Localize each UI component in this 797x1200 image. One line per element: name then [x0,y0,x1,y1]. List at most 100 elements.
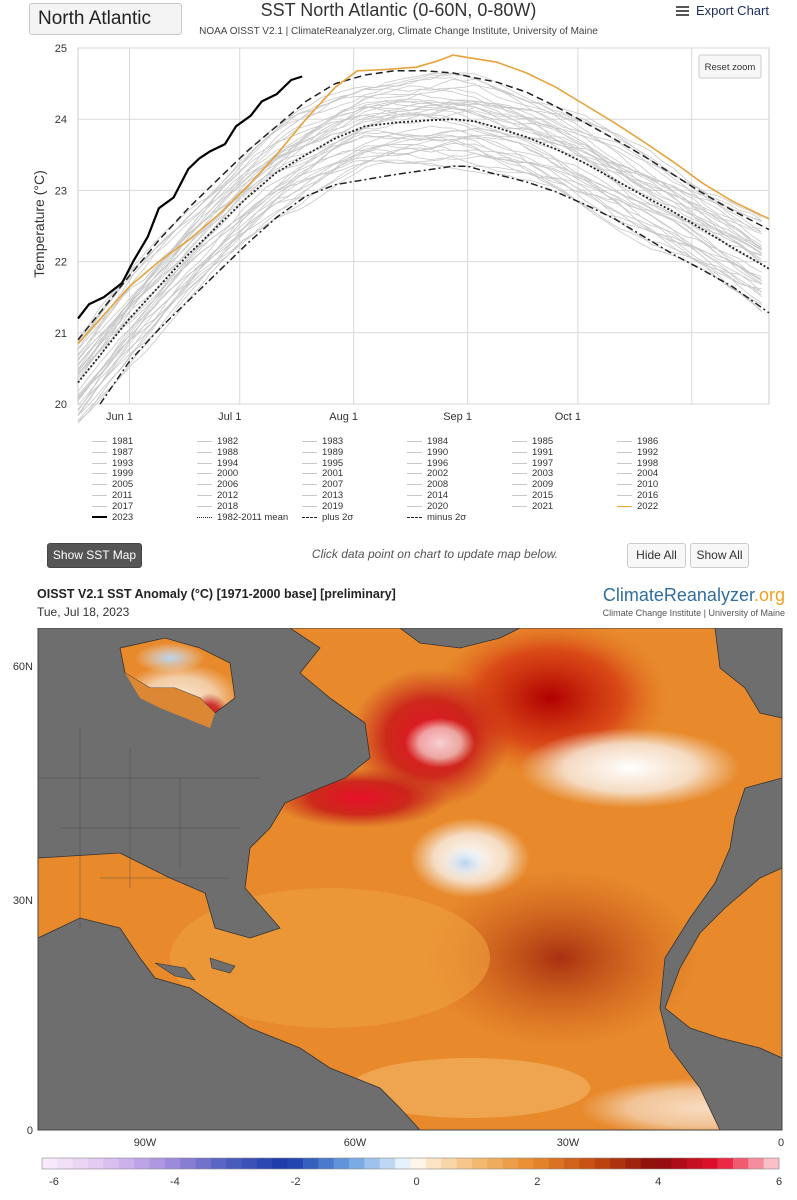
legend-item-1988[interactable]: 1988 [197,447,238,458]
legend-item-minus-2-[interactable]: minus 2σ [407,512,466,523]
series-line-2020 [77,108,762,376]
legend-item-2004[interactable]: 2004 [617,468,658,479]
legend-item-2018[interactable]: 2018 [197,501,238,512]
logo-suffix-text: .org [753,585,785,605]
legend-label: 2022 [637,500,659,512]
legend-item-1997[interactable]: 1997 [512,458,553,469]
x-tick-label: Sep 1 [443,411,472,423]
series-line-2010 [77,85,762,350]
legend-item-2019[interactable]: 2019 [302,501,343,512]
legend-item-1989[interactable]: 1989 [302,447,343,458]
series-line-1999 [77,125,762,392]
legend-item-2023[interactable]: 2023 [92,512,133,523]
legend-item-1993[interactable]: 1993 [92,458,133,469]
y-tick-label: 20 [55,399,67,411]
legend-item-1996[interactable]: 1996 [407,458,448,469]
legend-item-2013[interactable]: 2013 [302,490,343,501]
legend-label: 1995 [322,457,344,469]
region-select[interactable]: North Atlantic [29,3,182,35]
legend-item-1986[interactable]: 1986 [617,436,658,447]
series-line-2022[interactable] [77,54,770,345]
legend-label: 2006 [217,479,239,491]
colorbar-cell [134,1158,150,1169]
colorbar-cell [318,1158,335,1169]
legend-item-2011[interactable]: 2011 [92,490,132,501]
logo-main-text: ClimateReanalyzer [602,585,754,605]
legend-item-2017[interactable]: 2017 [92,501,133,512]
legend-item-2012[interactable]: 2012 [197,490,238,501]
hide-all-button[interactable]: Hide All [627,543,686,568]
legend-item-2003[interactable]: 2003 [512,468,553,479]
colorbar-cell [564,1158,580,1169]
series-line-1982-2011-mean[interactable] [77,118,770,384]
legend-swatch [407,441,422,442]
legend-item-2014[interactable]: 2014 [407,490,448,501]
show-all-button[interactable]: Show All [690,543,749,568]
legend-item-2021[interactable]: 2021 [512,501,553,512]
legend-swatch [197,495,212,496]
legend-swatch [617,484,632,486]
y-tick-label: 21 [55,328,67,340]
legend-swatch [407,451,422,453]
legend-item-2002[interactable]: 2002 [407,468,448,479]
legend-item-1985[interactable]: 1985 [512,436,553,447]
lon-label: 30W [557,1137,580,1149]
legend-item-2022[interactable]: 2022 [617,501,658,512]
legend-swatch [407,484,422,486]
legend-item-1991[interactable]: 1991 [512,447,553,458]
legend-label: 1986 [637,436,659,447]
legend-label: 1989 [322,446,344,458]
export-chart-button[interactable]: Export Chart [676,3,769,18]
legend-label: 2007 [322,479,344,491]
legend-item-1998[interactable]: 1998 [617,458,658,469]
colorbar-cell [103,1158,120,1169]
legend-item-2007[interactable]: 2007 [302,479,343,490]
legend-item-1994[interactable]: 1994 [197,458,238,469]
legend-swatch [92,451,107,453]
legend-item-1999[interactable]: 1999 [92,468,133,479]
legend-item-2020[interactable]: 2020 [407,501,448,512]
reset-zoom-button[interactable]: Reset zoom [698,54,762,79]
legend-item-2009[interactable]: 2009 [512,479,553,490]
legend-item-1982[interactable]: 1982 [197,436,238,447]
legend-item-2000[interactable]: 2000 [197,468,238,479]
series-line-1996 [77,108,762,382]
x-tick-label: Jul 1 [218,411,241,423]
legend-item-2016[interactable]: 2016 [617,490,658,501]
legend-swatch [512,441,527,442]
legend-item-2005[interactable]: 2005 [92,479,133,490]
legend-item-2001[interactable]: 2001 [302,468,343,479]
legend-label: 1985 [532,436,554,447]
legend-label: 2008 [427,479,449,491]
sst-line-chart[interactable]: 20 21 22 23 24 25 Jun 1 Jul 1 Aug 1 Sep 1 Oct 1 Te… [0,38,797,428]
legend-swatch [92,441,107,442]
colorbar-cell [180,1158,196,1169]
legend-item-2008[interactable]: 2008 [407,479,448,490]
series-line-2002 [77,147,762,411]
legend-swatch [302,462,317,464]
state-borders [38,728,260,928]
legend-item-1987[interactable]: 1987 [92,447,133,458]
series-line-minus-2-[interactable] [99,165,770,405]
legend-item-plus-2-[interactable]: plus 2σ [302,512,353,523]
legend-item-1983[interactable]: 1983 [302,436,343,447]
colorbar-cell [333,1158,350,1169]
legend-item-2006[interactable]: 2006 [197,479,238,490]
lat-label: 30N [13,895,33,907]
legend-item-1990[interactable]: 1990 [407,447,448,458]
legend-swatch [407,462,422,464]
sst-anomaly-map[interactable]: 60N 30N 0 90W 60W 30W 0 -6 -4 -2 0 2 4 6 [0,628,797,1200]
legend-item-2015[interactable]: 2015 [512,490,553,501]
legend-item-1984[interactable]: 1984 [407,436,448,447]
legend-item-1995[interactable]: 1995 [302,458,343,469]
colorbar-frame [41,1157,780,1170]
legend-item-2010[interactable]: 2010 [617,479,658,490]
legend-swatch [302,495,317,496]
series-line-plus-2-[interactable] [77,70,770,341]
legend-item-1982-2011-mean[interactable]: 1982-2011 mean [197,512,288,523]
longitude-labels: 90W 60W 30W 0 [134,1137,784,1149]
show-sst-map-button[interactable]: Show SST Map [47,543,142,568]
legend-item-1992[interactable]: 1992 [617,447,658,458]
legend-item-1981[interactable]: 1981 [92,436,133,447]
series-line-2023[interactable] [77,75,303,320]
